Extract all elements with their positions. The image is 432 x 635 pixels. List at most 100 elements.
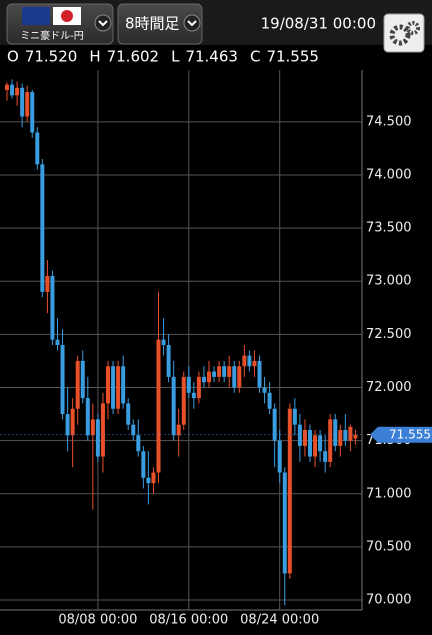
candle-body	[15, 87, 20, 96]
candle-body	[65, 414, 70, 436]
instrument-name: ミニ豪ドル-円	[20, 29, 84, 42]
candle-body	[328, 419, 333, 462]
candle-body	[100, 403, 105, 457]
timeframe-button[interactable]: 8時間足	[117, 3, 203, 45]
candle-body	[308, 430, 312, 457]
candle-body	[201, 376, 206, 383]
candle-body	[323, 451, 328, 462]
y-tick-label: 70.000	[366, 593, 412, 608]
ohlc-row: O 71.520 H 71.602 L 71.463 C 71.555	[7, 48, 319, 66]
candle-body	[20, 87, 25, 117]
instrument-button[interactable]: ミニ豪ドル-円	[6, 3, 114, 45]
candle-body	[313, 435, 318, 457]
ohlc-letter: O	[7, 48, 19, 66]
candle-body	[146, 477, 151, 484]
x-tick-label: 08/24 00:00	[240, 613, 319, 628]
candle-body	[302, 430, 307, 446]
candle-body	[136, 435, 141, 452]
y-tick-label: 70.500	[366, 539, 412, 554]
candle-body	[156, 339, 161, 473]
y-tick-label: 71.000	[366, 486, 412, 501]
candle-body	[5, 84, 9, 90]
y-tick-label: 72.000	[366, 380, 412, 395]
ohlc-letter: C	[250, 48, 260, 66]
candle-body	[75, 360, 80, 409]
ohlc-value: 71.463	[185, 48, 238, 66]
datetime: 19/08/31 00:00	[261, 15, 376, 33]
last-price-label: 71.555	[389, 427, 431, 441]
candle-body	[45, 275, 50, 292]
x-tick-label: 08/08 00:00	[58, 613, 137, 628]
candle-body	[338, 430, 343, 446]
candle-body	[60, 344, 65, 415]
candle-body	[267, 392, 272, 409]
candle-body	[131, 424, 136, 436]
candle-body	[55, 339, 60, 345]
candle-body	[292, 408, 297, 425]
y-tick-label: 73.000	[366, 274, 412, 289]
ohlc-letter: L	[171, 48, 180, 66]
candle-body	[121, 366, 126, 404]
ohlc-value: 71.520	[25, 48, 78, 66]
candle-body	[191, 392, 196, 399]
candle-body	[176, 424, 181, 436]
candle-body	[126, 403, 131, 425]
candle-body	[95, 419, 100, 457]
ohlc-value: 71.555	[266, 48, 319, 66]
candle-body	[272, 408, 277, 441]
candle-body	[277, 440, 282, 473]
candle-body	[318, 435, 323, 452]
y-tick-label: 72.500	[366, 327, 412, 342]
candle-body	[161, 339, 166, 345]
candle-body	[196, 376, 201, 399]
candle-body	[242, 355, 247, 367]
candle-body	[237, 366, 242, 388]
plot-area	[0, 70, 362, 610]
candle-body	[282, 472, 287, 574]
candle-body	[222, 366, 227, 377]
y-tick-label: 74.000	[366, 167, 412, 182]
candle-body	[70, 408, 75, 436]
candle-body	[116, 366, 121, 409]
candle-body	[90, 419, 95, 436]
candle-body	[186, 376, 191, 393]
y-tick-label: 73.500	[366, 221, 412, 236]
candle-body	[343, 430, 348, 441]
candle-body	[227, 366, 232, 377]
candle-body	[212, 371, 217, 377]
candle-body	[106, 366, 110, 404]
candle-body	[151, 472, 156, 484]
timeframe: 8時間足	[125, 15, 180, 33]
chart: 70.00070.50071.00071.50072.00072.50073.0…	[0, 70, 432, 628]
candle-body	[40, 164, 45, 292]
candle-body	[257, 360, 262, 388]
flag-au	[22, 7, 50, 25]
candle-body	[297, 424, 302, 446]
ohlc-letter: H	[89, 48, 100, 66]
candle-body	[207, 371, 211, 383]
candle-body	[111, 366, 116, 409]
candle-body	[35, 132, 40, 165]
settings-button[interactable]	[383, 13, 425, 53]
candle-body	[30, 92, 35, 133]
candle-body	[85, 398, 90, 436]
candle-body	[353, 434, 358, 439]
candle-body	[25, 92, 30, 117]
y-tick-label: 74.500	[366, 114, 412, 129]
candle-body	[141, 451, 146, 478]
x-tick-label: 08/16 00:00	[149, 613, 228, 628]
candle-body	[348, 426, 353, 441]
candle-body	[166, 344, 171, 377]
candle-body	[333, 419, 338, 446]
candle-body	[232, 366, 237, 388]
candle-body	[247, 355, 252, 367]
candle-body	[217, 366, 222, 377]
ohlc-value: 71.602	[107, 48, 160, 66]
last-price-tag	[370, 426, 432, 443]
candle-body	[181, 376, 186, 425]
candle-body	[80, 360, 85, 399]
candle-body	[252, 360, 257, 367]
candle-body	[287, 408, 292, 574]
candle-body	[262, 387, 267, 393]
